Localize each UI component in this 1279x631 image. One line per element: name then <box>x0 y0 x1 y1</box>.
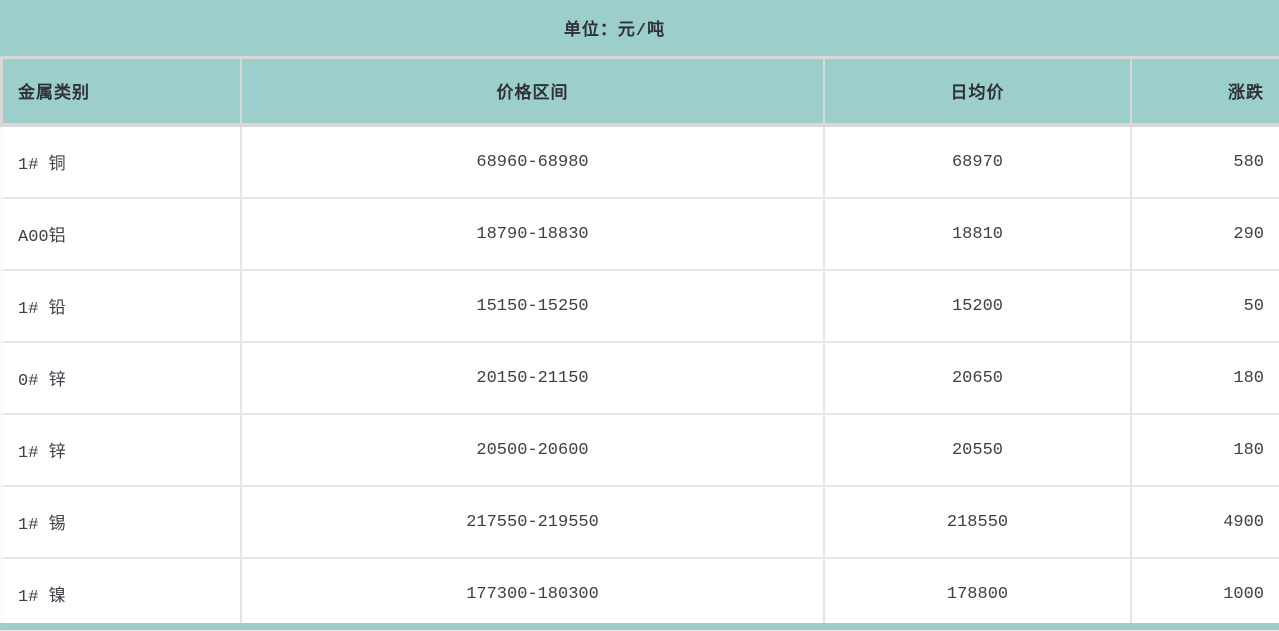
cell-price-range: 20500-20600 <box>242 415 825 485</box>
cell-daily-average: 18810 <box>825 199 1132 269</box>
cell-metal-category: 1# 锡 <box>3 487 242 557</box>
cell-daily-average: 178800 <box>825 559 1132 629</box>
table-row: 1# 铅 15150-15250 15200 50 <box>0 271 1279 343</box>
cell-price-range: 217550-219550 <box>242 487 825 557</box>
column-header-price-range: 价格区间 <box>242 59 825 123</box>
table-row: A00铝 18790-18830 18810 290 <box>0 199 1279 271</box>
cell-price-range: 18790-18830 <box>242 199 825 269</box>
cell-change: 180 <box>1233 440 1264 460</box>
cell-metal-category: 1# 铅 <box>3 271 242 341</box>
cell-change: 580 <box>1233 152 1264 172</box>
cell-price-range: 20150-21150 <box>242 343 825 413</box>
cell-change: 180 <box>1233 368 1264 388</box>
cell-daily-average: 20650 <box>825 343 1132 413</box>
column-header-daily-average: 日均价 <box>825 59 1132 123</box>
cell-metal-category: 0# 锌 <box>3 343 242 413</box>
table-row: 1# 锌 20500-20600 20550 180 <box>0 415 1279 487</box>
table-header-row: 金属类别 价格区间 日均价 涨跌 <box>0 59 1279 127</box>
cell-metal-category: 1# 镍 <box>3 559 242 629</box>
cell-change: 290 <box>1233 224 1264 244</box>
table-row: 1# 镍 177300-180300 178800 1000 <box>0 559 1279 631</box>
table-row: 1# 铜 68960-68980 68970 580 <box>0 127 1279 199</box>
cell-price-range: 68960-68980 <box>242 127 825 197</box>
column-header-metal-category: 金属类别 <box>3 59 242 123</box>
cell-price-range: 177300-180300 <box>242 559 825 629</box>
cell-metal-category: A00铝 <box>3 199 242 269</box>
cell-change: 1000 <box>1223 584 1264 604</box>
cell-change: 50 <box>1243 296 1264 316</box>
cell-daily-average: 218550 <box>825 487 1132 557</box>
cell-price-range: 15150-15250 <box>242 271 825 341</box>
cell-daily-average: 20550 <box>825 415 1132 485</box>
table-row: 1# 锡 217550-219550 218550 4900 <box>0 487 1279 559</box>
cell-change: 4900 <box>1223 512 1264 532</box>
table-row: 0# 锌 20150-21150 20650 180 <box>0 343 1279 415</box>
unit-label: 单位：元/吨 <box>563 22 666 41</box>
column-header-change: 涨跌 <box>1228 85 1264 104</box>
table-body: 1# 铜 68960-68980 68970 580 A00铝 18790-18830 18… <box>0 127 1279 631</box>
footer-strip <box>0 623 1279 630</box>
cell-daily-average: 68970 <box>825 127 1132 197</box>
cell-metal-category: 1# 铜 <box>3 127 242 197</box>
unit-banner: 单位：元/吨 <box>0 0 1279 59</box>
cell-metal-category: 1# 锌 <box>3 415 242 485</box>
metal-price-table: 金属类别 价格区间 日均价 涨跌 1# 铜 68960-68980 68970 580… <box>0 59 1279 631</box>
cell-daily-average: 15200 <box>825 271 1132 341</box>
